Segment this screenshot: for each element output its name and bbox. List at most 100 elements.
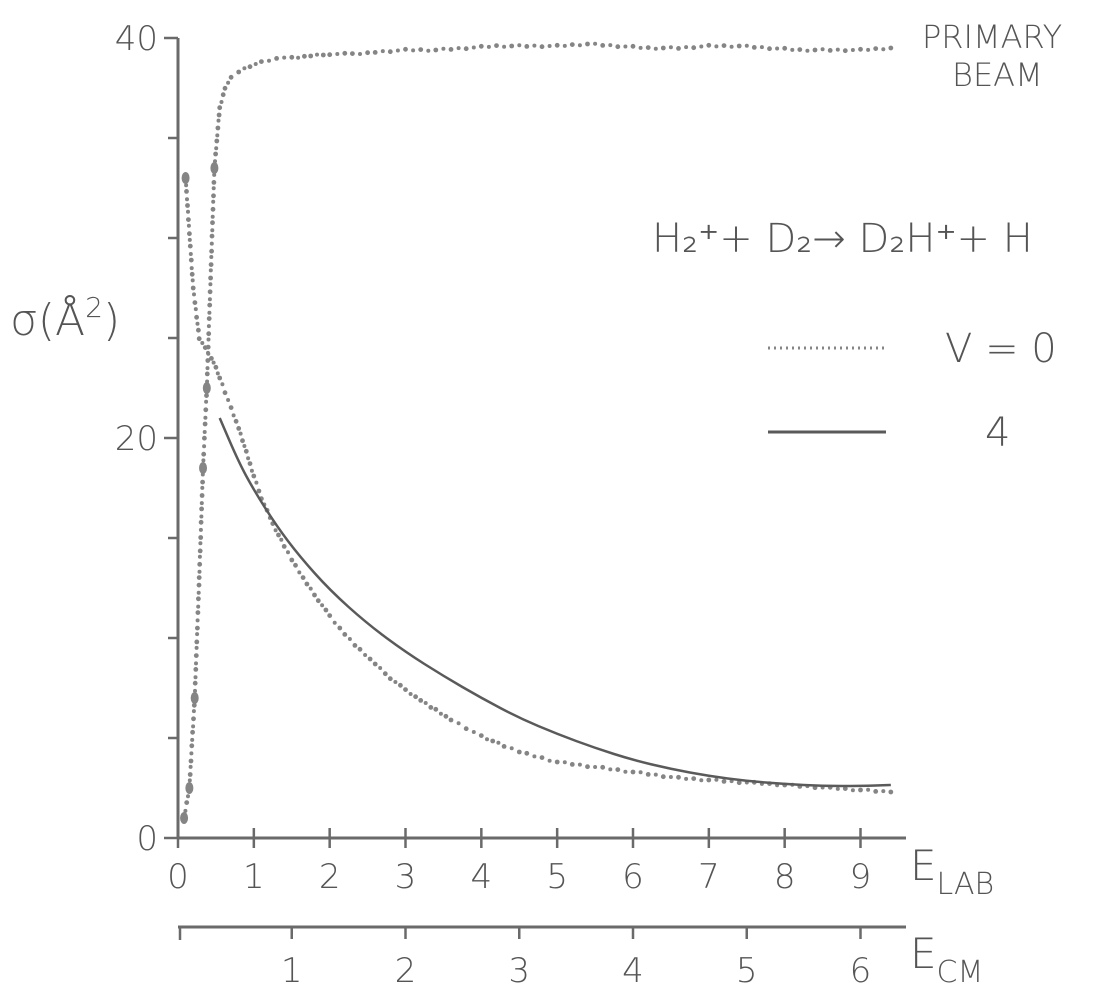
data-point — [490, 738, 496, 744]
data-point — [185, 197, 189, 202]
data-point — [363, 653, 368, 657]
data-point — [562, 760, 567, 765]
data-point — [209, 233, 215, 239]
data-point — [721, 43, 727, 48]
data-point — [608, 767, 613, 772]
data-point — [274, 56, 279, 61]
data-point — [273, 528, 278, 533]
data-point — [676, 774, 681, 780]
data-point — [196, 575, 202, 580]
data-point — [193, 653, 199, 658]
data-point — [222, 390, 228, 396]
data-point — [207, 302, 213, 308]
data-point — [207, 297, 212, 302]
data-point — [201, 458, 206, 463]
x-cm-tick-label: 2 — [395, 951, 417, 991]
data-point — [195, 632, 200, 637]
data-point — [502, 44, 507, 49]
data-point — [183, 808, 188, 813]
data-point — [243, 448, 249, 454]
data-point — [210, 220, 215, 226]
data-point — [199, 506, 205, 512]
primary-beam-label-line2: BEAM — [952, 56, 1043, 94]
data-point — [736, 43, 742, 49]
data-point — [296, 55, 301, 60]
data-point — [253, 62, 258, 66]
data-point — [196, 596, 201, 602]
data-point — [226, 80, 231, 85]
y-axis-label-unit-sup: 2 — [85, 291, 103, 324]
data-point — [881, 47, 886, 52]
data-point — [210, 206, 216, 212]
data-point — [433, 47, 439, 53]
data-point — [214, 146, 219, 151]
data-point — [866, 47, 871, 52]
data-point — [403, 46, 408, 52]
data-point — [443, 713, 449, 719]
data-point — [188, 257, 194, 263]
data-point — [196, 604, 201, 609]
data-point — [202, 444, 207, 449]
data-point — [721, 779, 727, 784]
data-point — [438, 711, 443, 716]
data-point — [198, 519, 204, 525]
data-point — [202, 430, 207, 434]
data-point — [577, 762, 582, 767]
data-point — [805, 48, 810, 53]
x-lab-tick-label: 9 — [850, 857, 872, 897]
data-point — [320, 603, 325, 608]
data-point — [259, 59, 264, 64]
data-point — [293, 562, 298, 568]
data-point — [393, 680, 398, 684]
data-point — [372, 50, 378, 55]
data-point — [209, 241, 214, 246]
data-point — [668, 775, 673, 779]
data-point — [347, 637, 352, 641]
data-point — [196, 582, 202, 588]
data-point — [256, 488, 262, 494]
data-point — [547, 758, 552, 763]
data-point — [645, 45, 651, 50]
data-point — [236, 426, 242, 431]
data-point — [342, 50, 348, 56]
data-point — [842, 48, 848, 54]
data-point — [585, 764, 590, 770]
y-axis-label-symbol: σ — [10, 295, 38, 346]
y-ticks: 0 20 40 — [115, 19, 178, 859]
x-cm-axis-label: ECM — [910, 929, 983, 990]
data-point — [206, 351, 211, 356]
data-point — [211, 360, 216, 365]
data-point — [706, 42, 712, 48]
data-point — [302, 53, 307, 59]
data-point — [220, 92, 226, 98]
data-point — [196, 590, 201, 595]
data-point — [714, 44, 719, 49]
data-point — [524, 44, 530, 49]
data-point — [327, 613, 333, 618]
data-point — [194, 639, 200, 645]
data-point — [279, 537, 284, 542]
data-point — [206, 331, 212, 337]
data-point — [187, 237, 192, 242]
data-point — [192, 292, 196, 297]
data-point — [196, 336, 202, 342]
data-point — [456, 46, 461, 51]
data-point — [199, 501, 204, 506]
data-point — [199, 514, 204, 519]
data-point — [242, 66, 247, 71]
data-point — [195, 618, 200, 623]
data-point — [332, 620, 337, 625]
data-point — [315, 598, 321, 604]
data-point — [699, 44, 704, 49]
data-point — [215, 133, 220, 138]
legend-label-v0: V = 0 — [945, 326, 1057, 372]
data-point — [751, 45, 757, 50]
data-point — [873, 789, 879, 794]
data-point — [247, 64, 253, 70]
data-point — [456, 721, 461, 726]
data-point — [222, 85, 228, 91]
data-point — [600, 43, 606, 48]
data-point — [267, 58, 271, 63]
data-point — [216, 118, 221, 123]
data-point — [509, 43, 515, 49]
